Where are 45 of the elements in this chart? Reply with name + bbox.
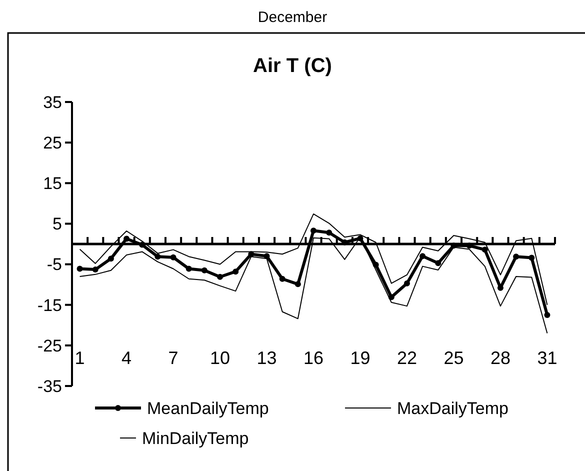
point — [76, 266, 83, 272]
y-tick-label: 15 — [43, 174, 62, 194]
y-tick-label: 5 — [52, 214, 62, 234]
x-tick-label: 7 — [168, 348, 178, 368]
legend-label: MaxDailyTemp — [397, 398, 508, 418]
x-tick-label: 16 — [303, 348, 324, 368]
x-tick-label: 10 — [210, 348, 230, 368]
point — [124, 236, 130, 242]
y-tick-label: 25 — [43, 134, 62, 153]
point — [154, 254, 161, 260]
x-tick-label: 4 — [122, 348, 132, 368]
point — [482, 246, 488, 253]
point — [201, 267, 208, 274]
x-tick-label: 13 — [256, 348, 277, 368]
point — [279, 276, 286, 282]
point — [294, 281, 301, 288]
y-tick-label: -15 — [37, 296, 62, 315]
y-tick-label: -35 — [37, 376, 62, 396]
legend-label: MeanDailyTemp — [147, 398, 269, 418]
point — [310, 228, 316, 234]
chart-title: December — [258, 9, 328, 26]
x-tick-label: 19 — [350, 348, 370, 368]
y-tick-label: -25 — [37, 336, 62, 356]
point — [186, 266, 192, 272]
y-tick-label: 35 — [43, 92, 62, 112]
y-tick-label: -5 — [46, 255, 62, 274]
point — [92, 266, 98, 273]
point — [513, 254, 520, 260]
point — [420, 253, 426, 260]
x-tick-label: 22 — [396, 348, 417, 368]
chart-subtitle: Air T (C) — [253, 55, 332, 77]
point — [108, 256, 114, 262]
legend-label: MinDailyTemp — [142, 428, 249, 448]
x-tick-label: 28 — [490, 348, 510, 368]
point — [544, 312, 550, 318]
x-tick-label: 31 — [537, 348, 558, 368]
point — [232, 268, 239, 275]
point — [326, 230, 332, 236]
x-tick-label: 1 — [74, 348, 85, 368]
point — [217, 274, 224, 280]
point — [435, 260, 442, 266]
point — [170, 254, 176, 260]
x-tick-label: 25 — [444, 348, 464, 368]
point — [528, 254, 535, 261]
point — [404, 280, 410, 286]
